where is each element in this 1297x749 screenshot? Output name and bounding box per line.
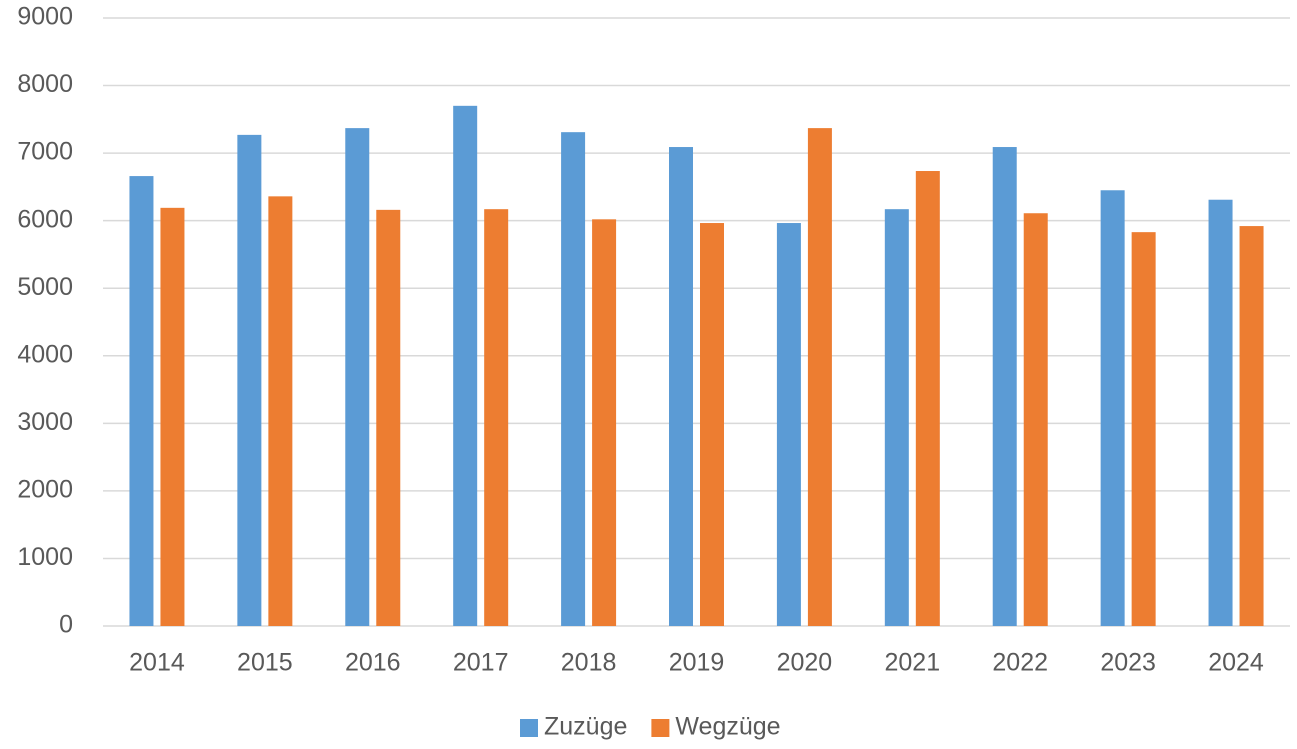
bar: [129, 176, 154, 626]
bar: [1208, 199, 1233, 627]
y-tick-label: 7000: [17, 138, 73, 166]
x-tick-label: 2021: [885, 649, 941, 677]
bar: [376, 209, 401, 626]
bar: [884, 209, 909, 626]
y-tick-label: 2000: [17, 475, 73, 503]
x-tick-label: 2016: [345, 649, 401, 677]
y-tick-label: 1000: [17, 543, 73, 571]
y-tick-label: 6000: [17, 205, 73, 233]
bar: [915, 171, 940, 626]
bar: [1131, 232, 1156, 626]
legend-label: Zuzüge: [544, 713, 627, 741]
y-tick-label: 0: [59, 611, 73, 639]
y-tick-label: 8000: [17, 70, 73, 98]
legend-swatch: [651, 719, 670, 737]
bar: [592, 219, 617, 626]
x-tick-label: 2022: [992, 649, 1048, 677]
bar: [669, 147, 693, 626]
bar: [1239, 226, 1264, 626]
x-tick-label: 2020: [777, 649, 833, 677]
bar: [561, 132, 586, 626]
bar: [700, 223, 724, 626]
x-tick-label: 2017: [453, 649, 509, 677]
bar: [237, 134, 262, 627]
x-tick-label: 2023: [1100, 649, 1156, 677]
y-tick-label: 4000: [17, 340, 73, 368]
bar: [453, 105, 478, 627]
bar: [160, 207, 185, 626]
x-tick-label: 2014: [129, 649, 185, 677]
x-tick-label: 2015: [237, 649, 293, 677]
y-tick-label: 9000: [17, 3, 73, 31]
legend-label: Wegzüge: [675, 713, 780, 741]
bar: [776, 223, 801, 626]
bar: [345, 128, 370, 627]
bar: [992, 147, 1017, 626]
x-tick-label: 2018: [561, 649, 617, 677]
y-tick-label: 3000: [17, 408, 73, 436]
x-tick-label: 2019: [669, 649, 725, 677]
bar: [268, 196, 293, 626]
legend-swatch: [520, 719, 538, 737]
bar: [484, 209, 509, 626]
bar: [1023, 213, 1048, 627]
x-tick-label: 2024: [1208, 649, 1264, 677]
y-tick-label: 5000: [17, 273, 73, 301]
bar: [1100, 190, 1125, 626]
bar: [807, 128, 832, 627]
